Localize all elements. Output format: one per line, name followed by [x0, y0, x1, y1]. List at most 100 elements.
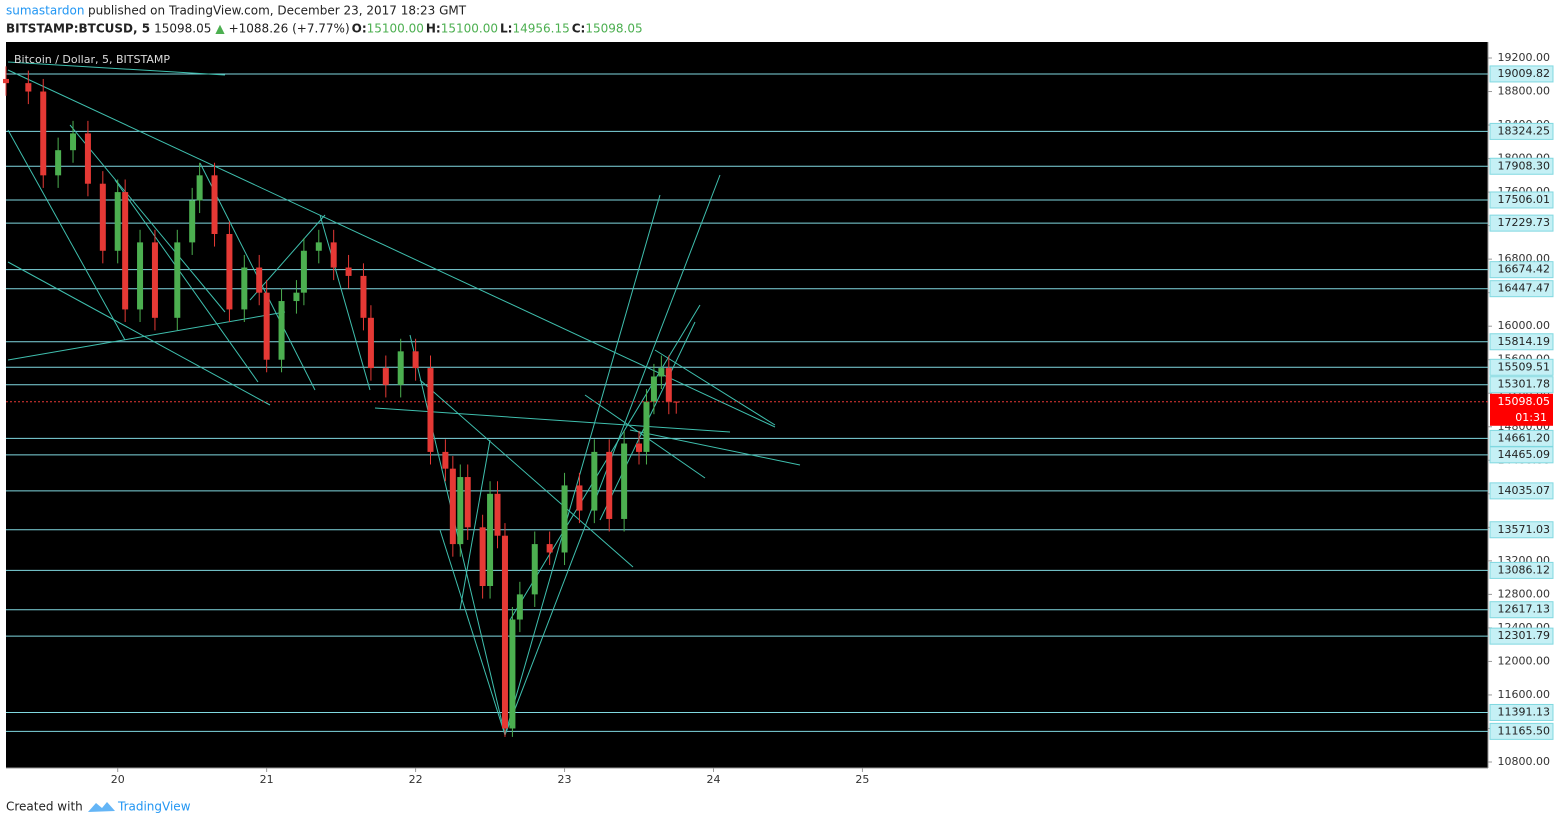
tradingview-logo [88, 802, 115, 812]
trend-line [654, 349, 776, 426]
candle-body [226, 234, 233, 310]
candle-body [345, 267, 352, 276]
candle-body [457, 477, 464, 545]
trend-line [504, 194, 661, 736]
candle-body [576, 485, 583, 511]
candle-body [397, 351, 404, 385]
level-label-bg [1489, 722, 1554, 740]
candle-body [137, 242, 144, 310]
level-label-bg [1489, 601, 1554, 619]
candle-body [151, 242, 158, 318]
footer-bg [0, 790, 1556, 825]
header-field: 15098.05 [585, 22, 642, 36]
header-field: BITSTAMP:BTCUSD, 5 [6, 22, 150, 36]
level-label: 18324.25 [1498, 124, 1551, 137]
x-tick-label: 23 [558, 773, 572, 786]
level-label-bg [1489, 521, 1554, 539]
trend-line [504, 174, 721, 736]
candle-body [606, 451, 613, 519]
author[interactable]: sumastardon [6, 4, 85, 18]
candle-body [25, 83, 32, 92]
trend-line [114, 179, 259, 383]
candle-body [70, 133, 77, 151]
candle-body [665, 368, 672, 402]
chart-legend: Bitcoin / Dollar, 5, BITSTAMP [14, 53, 170, 66]
header-field: O: [352, 22, 367, 36]
levels [6, 73, 1488, 732]
candle-body [315, 242, 322, 251]
trend-line [459, 439, 491, 611]
level-label-bg [1489, 157, 1554, 175]
header-field: H: [426, 22, 441, 36]
candle-body [211, 175, 218, 234]
candle-body [293, 292, 300, 302]
x-tick-label: 22 [409, 773, 423, 786]
candle-body [658, 368, 665, 377]
level-label: 11391.13 [1498, 705, 1551, 718]
y-tick-label: 16000.00 [1498, 319, 1551, 332]
candle-body [122, 192, 129, 310]
level-label: 17506.01 [1498, 193, 1551, 206]
trend-line [374, 407, 731, 433]
candle-body [360, 275, 367, 318]
candle-body [196, 175, 203, 201]
level-label: 17229.73 [1498, 216, 1551, 229]
candle-body [561, 485, 568, 553]
candle-body [367, 317, 374, 369]
level-label: 11165.50 [1498, 724, 1551, 737]
x-tick-label: 21 [260, 773, 274, 786]
level-label: 14661.20 [1498, 431, 1551, 444]
trend-line [419, 379, 634, 568]
symbol-info: BITSTAMP:BTCUSD, 5 15098.05 ▲ +1088.26 (+7.… [6, 22, 643, 36]
countdown: 01:31 [1515, 411, 1547, 424]
level-label: 13086.12 [1498, 563, 1551, 576]
candle-body [114, 192, 121, 251]
header-field: L: [500, 22, 512, 36]
level-label: 13571.03 [1498, 523, 1551, 536]
level-label: 14035.07 [1498, 484, 1551, 497]
trend-line [7, 311, 286, 361]
y-tick-label: 10800.00 [1498, 755, 1551, 768]
axes: 19200.0018800.0018400.0018000.0017600.00… [111, 51, 1554, 786]
published: published on TradingView.com, December 2… [88, 4, 467, 18]
candle-body [591, 451, 598, 511]
y-tick-label: 18800.00 [1498, 85, 1551, 98]
candle-body [546, 544, 553, 553]
y-tick-label: 12000.00 [1498, 654, 1551, 667]
last-price-bg [1490, 393, 1553, 426]
level-label-bg [1489, 376, 1554, 394]
trend-line [439, 529, 506, 736]
trend-line [629, 429, 801, 466]
level-label-bg [1489, 482, 1554, 500]
candle-body [256, 267, 263, 293]
x-tick-label: 24 [706, 773, 720, 786]
y-tick-label: 12800.00 [1498, 587, 1551, 600]
candle-body [643, 401, 650, 452]
level-label: 17908.30 [1498, 159, 1551, 172]
level-label: 15814.19 [1498, 335, 1551, 348]
level-label-bg [1489, 261, 1554, 279]
level-label-bg [1489, 214, 1554, 232]
level-label-bg [1489, 122, 1554, 140]
candle-body [263, 292, 270, 360]
header-field: 15100.00 [441, 22, 498, 36]
header-field: 14956.15 [512, 22, 569, 36]
candle-body [382, 368, 389, 385]
candle-body [40, 91, 47, 176]
level-label-bg [1489, 703, 1554, 721]
candle-body [487, 493, 494, 586]
x-tick-label: 25 [855, 773, 869, 786]
level-label: 19009.82 [1498, 67, 1551, 80]
header-field: 15098.05 [154, 22, 211, 36]
trend-line [7, 129, 126, 341]
level-label-bg [1489, 65, 1554, 83]
level-label-bg [1489, 627, 1554, 645]
x-tick-label: 20 [111, 773, 125, 786]
header-field: ▲ [215, 22, 225, 36]
candle-body [84, 133, 91, 184]
tradingview-brand[interactable]: TradingView [117, 800, 191, 814]
candle-body [278, 301, 285, 360]
last-price-label: 15098.05 [1498, 395, 1551, 408]
header-field: 15100.00 [367, 22, 424, 36]
